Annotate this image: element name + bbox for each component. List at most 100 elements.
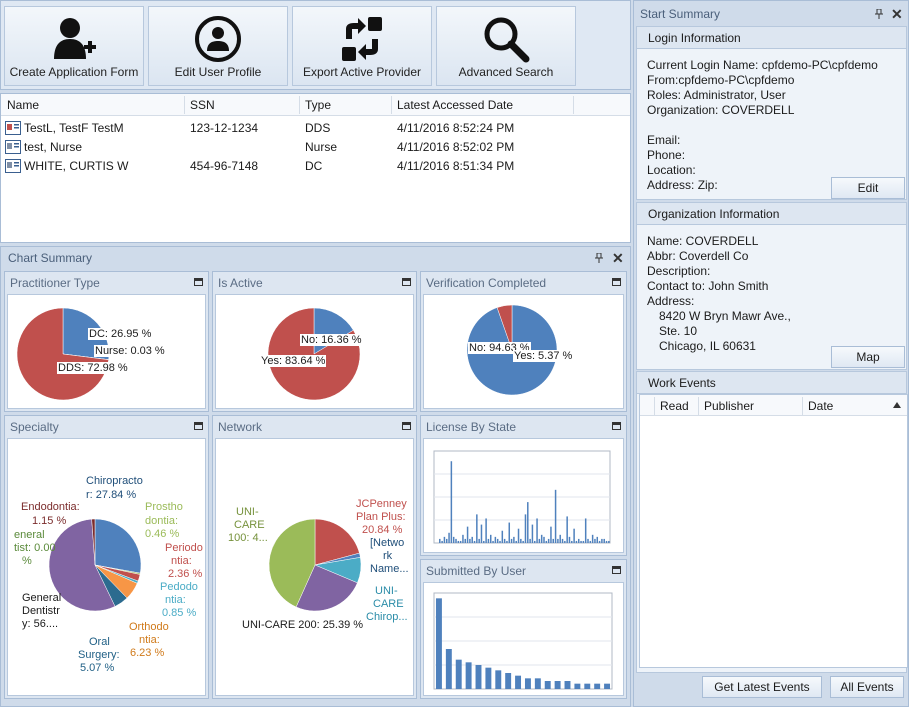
bar <box>543 536 545 543</box>
bar <box>552 538 555 543</box>
export-active-provider-button[interactable]: Export Active Provider <box>292 6 432 86</box>
data-label: dontia: <box>145 515 179 527</box>
bar <box>465 662 472 689</box>
data-label: [Netwo <box>370 537 405 549</box>
pie-slice <box>91 518 96 566</box>
bar <box>561 538 564 543</box>
column-header-read[interactable]: Read <box>660 399 689 413</box>
bar <box>473 540 476 543</box>
cell-date: 4/11/2016 8:52:02 PM <box>397 140 515 154</box>
bar <box>601 538 603 543</box>
data-label: Pedodo <box>160 581 198 593</box>
data-label: Name... <box>370 563 409 575</box>
column-divider[interactable] <box>698 397 699 415</box>
bar <box>476 514 478 543</box>
data-label: ntia: <box>139 634 160 646</box>
bar <box>534 678 541 689</box>
column-header-ssn[interactable]: SSN <box>190 98 215 112</box>
bar <box>554 489 557 543</box>
section-title: Login Information <box>648 31 741 45</box>
bar <box>510 538 513 543</box>
sort-ascending-icon[interactable] <box>893 402 901 408</box>
bar <box>587 538 589 543</box>
data-label: DC: 26.95 % <box>88 328 153 340</box>
all-events-button[interactable]: All Events <box>830 676 904 698</box>
column-divider[interactable] <box>184 96 185 114</box>
bar <box>485 667 492 689</box>
data-label: CARE <box>234 519 265 531</box>
edit-button[interactable]: Edit <box>831 177 905 199</box>
bar <box>439 538 441 543</box>
export-active-provider-label: Export Active Provider <box>302 65 422 79</box>
minimize-icon[interactable] <box>194 422 203 430</box>
bar <box>443 536 446 543</box>
org-address-line: Chicago, IL 60631 <box>659 339 756 353</box>
column-divider[interactable] <box>573 96 574 114</box>
section-header: Login Information <box>637 27 906 49</box>
minimize-icon[interactable] <box>402 422 411 430</box>
bar <box>536 518 538 543</box>
bar <box>564 540 566 543</box>
network-pie-chart <box>268 518 362 612</box>
pie-slice <box>295 564 358 612</box>
bar <box>469 538 471 543</box>
bar <box>603 538 605 543</box>
minimize-icon[interactable] <box>402 278 411 286</box>
bar <box>544 681 551 689</box>
data-label: Surgery: <box>78 649 120 661</box>
bar <box>492 540 494 543</box>
data-label: Yes: 83.64 % <box>260 355 327 367</box>
panel-title: Network <box>218 420 263 434</box>
close-icon[interactable]: ✕ <box>891 6 903 22</box>
bar <box>448 532 450 543</box>
column-header-date[interactable]: Date <box>808 399 834 413</box>
column-header-name[interactable]: Name <box>7 98 40 112</box>
bar <box>478 538 480 543</box>
data-label: UNI- <box>375 585 398 597</box>
map-button[interactable]: Map <box>831 346 905 368</box>
bar <box>483 540 485 543</box>
data-label: 1.15 % <box>32 515 67 527</box>
verification-completed-panel: Verification Completed No: 94.63 % Yes: … <box>420 271 627 412</box>
column-header-type[interactable]: Type <box>305 98 332 112</box>
column-divider[interactable] <box>802 397 803 415</box>
data-label: UNI- <box>236 506 259 518</box>
column-divider[interactable] <box>654 397 655 415</box>
data-label: Chiropracto <box>86 475 143 487</box>
minimize-icon[interactable] <box>194 278 203 286</box>
panel-title: License By State <box>426 420 517 434</box>
table-row[interactable]: test, Nurse Nurse 4/11/2016 8:52:02 PM <box>1 138 630 157</box>
pin-icon[interactable] <box>874 9 884 19</box>
bar <box>495 670 502 689</box>
table-row[interactable]: WHITE, CURTIS W 454-96-7148 DC 4/11/2016… <box>1 157 630 176</box>
pin-icon[interactable] <box>594 253 604 263</box>
table-row[interactable]: TestL, TestF TestM 123-12-1234 DDS 4/11/… <box>1 119 630 138</box>
minimize-icon[interactable] <box>612 422 621 430</box>
bar <box>594 538 596 543</box>
get-latest-events-button[interactable]: Get Latest Events <box>702 676 822 698</box>
data-label: CARE <box>373 598 404 610</box>
column-divider[interactable] <box>299 96 300 114</box>
create-application-form-button[interactable]: Create Application Form <box>4 6 144 86</box>
data-label: No: 16.36 % <box>300 334 363 346</box>
cell-name: test, Nurse <box>24 140 83 154</box>
edit-user-profile-button[interactable]: Edit User Profile <box>148 6 288 86</box>
bar <box>577 538 580 543</box>
pie-slice <box>268 518 316 608</box>
advanced-search-button[interactable]: Advanced Search <box>436 6 576 86</box>
section-title: Organization Information <box>648 207 780 221</box>
chart-summary-title: Chart Summary <box>8 251 93 265</box>
bar <box>489 534 492 543</box>
provider-record-icon <box>5 159 21 173</box>
minimize-icon[interactable] <box>612 278 621 286</box>
section-header: Organization Information <box>637 203 906 225</box>
data-label: Chirop... <box>366 611 408 623</box>
column-header-publisher[interactable]: Publisher <box>704 399 755 413</box>
bar <box>515 540 517 543</box>
data-label: 2.36 % <box>168 568 203 580</box>
column-header-latest-accessed-date[interactable]: Latest Accessed Date <box>397 98 514 112</box>
column-divider[interactable] <box>391 96 392 114</box>
minimize-icon[interactable] <box>612 566 621 574</box>
close-icon[interactable]: ✕ <box>612 250 624 266</box>
grid-header: Name SSN Type Latest Accessed Date <box>1 94 630 116</box>
